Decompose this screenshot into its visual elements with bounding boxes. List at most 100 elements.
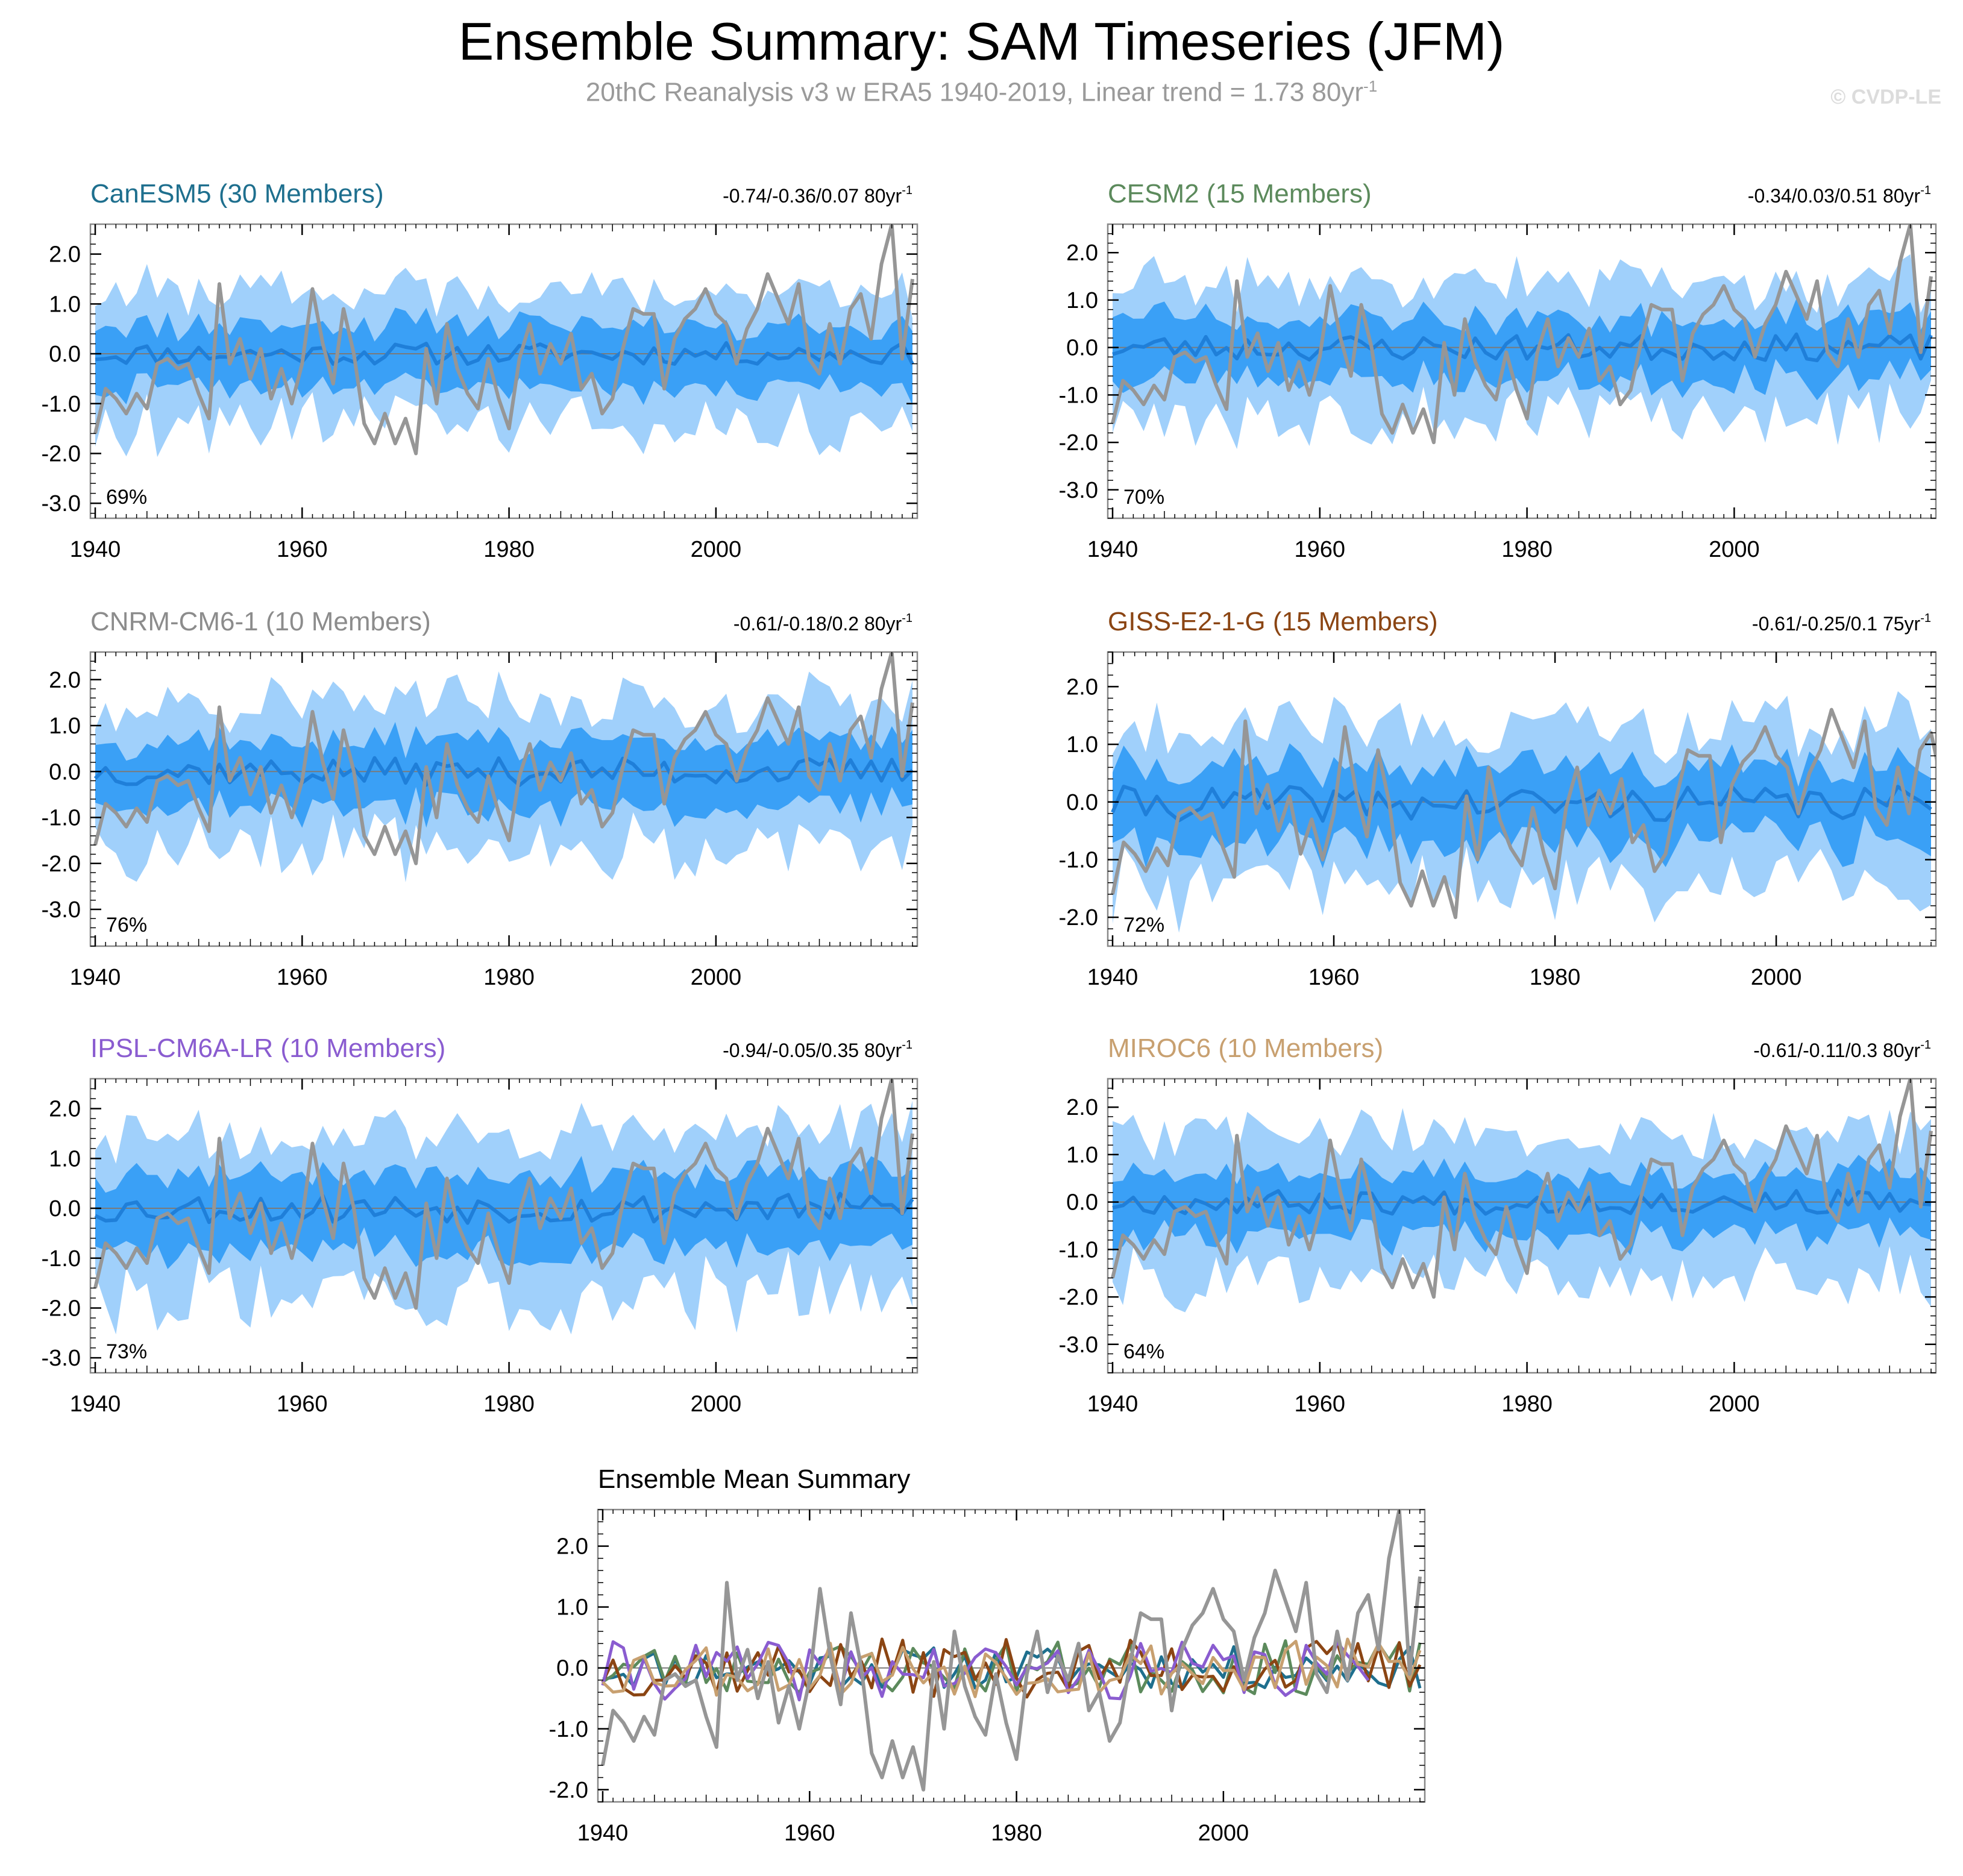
- observed-line: [93, 224, 914, 456]
- panel-title: CESM2 (15 Members): [1108, 179, 1372, 209]
- x-tick-label: 1980: [991, 1821, 1042, 1846]
- y-tick-label: -2.0: [42, 441, 81, 466]
- y-tick-label: -3.0: [1059, 478, 1098, 503]
- x-tick-label: 1960: [277, 537, 328, 562]
- agreement-percent: 70%: [1123, 486, 1164, 509]
- x-tick-label: 1940: [70, 965, 121, 990]
- y-tick-label: 2.0: [556, 1534, 588, 1560]
- observed-line: [1111, 1079, 1933, 1299]
- figure-subtitle: 20thC Reanalysis v3 w ERA5 1940-2019, Li…: [0, 77, 1963, 108]
- x-tick-label: 1940: [577, 1821, 629, 1846]
- subtitle-superscript: -1: [1363, 77, 1378, 95]
- ensemble-mean-line: [1112, 1188, 1932, 1216]
- x-tick-label: 1960: [1295, 537, 1346, 562]
- x-tick-label: 1940: [1087, 965, 1139, 990]
- x-tick-label: 2000: [691, 1391, 742, 1417]
- y-tick-label: 1.0: [1066, 1143, 1098, 1168]
- y-tick-label: 2.0: [1066, 674, 1098, 700]
- x-tick-label: 2000: [1709, 1391, 1760, 1417]
- inner-range-band: [95, 1156, 912, 1269]
- x-tick-label: 1980: [483, 1391, 535, 1417]
- x-tick-label: 1980: [1501, 537, 1553, 562]
- y-tick-label: 0.0: [1066, 1190, 1098, 1216]
- x-tick-label: 1980: [483, 537, 535, 562]
- x-tick-label: 2000: [1198, 1821, 1249, 1846]
- panel-cesm2: CESM2 (15 Members) -0.34/0.03/0.51 80yr-1…: [1059, 179, 1937, 562]
- x-tick-label: 1960: [784, 1821, 835, 1846]
- x-tick-label: 1980: [1530, 965, 1581, 990]
- plot-area: [90, 224, 917, 457]
- plot-frame: [1107, 1078, 1937, 1374]
- y-tick-label: 2.0: [1066, 240, 1098, 266]
- panel-summary: Ensemble Mean Summary 2.0 1.0 0.0 -1.0 -2.0 19…: [549, 1464, 1426, 1846]
- y-tick-label: 1.0: [49, 714, 81, 739]
- plot-frame: [89, 1078, 919, 1374]
- observed-line: [93, 1079, 914, 1310]
- agreement-percent: 64%: [1123, 1340, 1164, 1363]
- panel-canesm5: CanESM5 (30 Members) -0.74/-0.36/0.07 80y…: [42, 179, 919, 562]
- y-tick-label: 2.0: [1066, 1095, 1098, 1120]
- y-tick-label: 0.0: [49, 1196, 81, 1222]
- y-tick-label: -1.0: [1059, 1237, 1098, 1263]
- inner-range-band: [95, 722, 912, 828]
- ensemble-mean-series-2: [601, 1639, 1422, 1696]
- plot-area: [1108, 1079, 1936, 1313]
- panel-trend-label: -0.61/-0.11/0.3 80yr-1: [1753, 1038, 1931, 1061]
- panel-giss: GISS-E2-1-G (15 Members) -0.61/-0.25/0.1 …: [1059, 607, 1937, 990]
- y-tick-label: -2.0: [1059, 1285, 1098, 1310]
- panel-miroc6: MIROC6 (10 Members) -0.61/-0.11/0.3 80yr-…: [1059, 1034, 1937, 1417]
- agreement-percent: 72%: [1123, 914, 1164, 936]
- plot-frame: [89, 223, 919, 519]
- panel-title: CNRM-CM6-1 (10 Members): [90, 607, 431, 636]
- y-tick-label: 2.0: [49, 1097, 81, 1122]
- y-tick-label: -1.0: [42, 806, 81, 831]
- x-tick-label: 1980: [483, 965, 535, 990]
- x-tick-label: 1940: [1087, 1391, 1139, 1417]
- y-tick-label: 0.0: [556, 1656, 588, 1681]
- y-tick-label: 2.0: [49, 242, 81, 268]
- observed-line: [601, 1510, 1422, 1792]
- x-tick-label: 2000: [691, 965, 742, 990]
- y-tick-label: -1.0: [42, 392, 81, 417]
- panel-title: CanESM5 (30 Members): [90, 179, 384, 209]
- y-tick-label: -2.0: [42, 1296, 81, 1321]
- y-tick-label: 0.0: [49, 342, 81, 367]
- watermark: © CVDP-LE: [1830, 86, 1941, 108]
- y-tick-label: 0.0: [1066, 790, 1098, 815]
- x-tick-label: 1940: [70, 537, 121, 562]
- y-tick-label: 2.0: [49, 668, 81, 693]
- x-tick-label: 1940: [1087, 537, 1139, 562]
- agreement-percent: 73%: [106, 1340, 147, 1363]
- panel-trend-label: -0.34/0.03/0.51 80yr-1: [1748, 184, 1931, 207]
- plot-area: [1108, 224, 1936, 450]
- y-tick-label: -1.0: [1059, 383, 1098, 408]
- y-tick-label: -1.0: [42, 1246, 81, 1272]
- agreement-percent: 76%: [106, 914, 147, 936]
- y-tick-label: 0.0: [1066, 336, 1098, 361]
- plot-area: [90, 652, 917, 882]
- x-tick-label: 2000: [691, 537, 742, 562]
- y-tick-label: 1.0: [556, 1595, 588, 1620]
- x-tick-label: 1940: [70, 1391, 121, 1417]
- plot-area: [1108, 691, 1936, 933]
- agreement-percent: 69%: [106, 486, 147, 509]
- plot-area: [90, 1079, 917, 1335]
- observed-line: [1111, 224, 1933, 445]
- x-tick-label: 1960: [277, 1391, 328, 1417]
- panel-title: Ensemble Mean Summary: [598, 1464, 910, 1494]
- panel-trend-label: -0.74/-0.36/0.07 80yr-1: [723, 184, 912, 207]
- y-tick-label: 1.0: [1066, 288, 1098, 313]
- y-tick-label: 1.0: [1066, 732, 1098, 758]
- panel-ipsl: IPSL-CM6A-LR (10 Members) -0.94/-0.05/0.3…: [42, 1034, 919, 1417]
- y-tick-label: -3.0: [1059, 1332, 1098, 1358]
- y-tick-label: 1.0: [49, 1146, 81, 1172]
- panel-trend-label: -0.61/-0.25/0.1 75yr-1: [1752, 612, 1931, 635]
- panel-trend-label: -0.94/-0.05/0.35 80yr-1: [723, 1038, 912, 1061]
- y-tick-label: -2.0: [1059, 430, 1098, 456]
- x-tick-label: 2000: [1709, 537, 1760, 562]
- panel-trend-label: -0.61/-0.18/0.2 80yr-1: [733, 612, 912, 635]
- x-tick-label: 2000: [1751, 965, 1802, 990]
- y-tick-label: 0.0: [49, 759, 81, 785]
- x-tick-label: 1960: [1308, 965, 1360, 990]
